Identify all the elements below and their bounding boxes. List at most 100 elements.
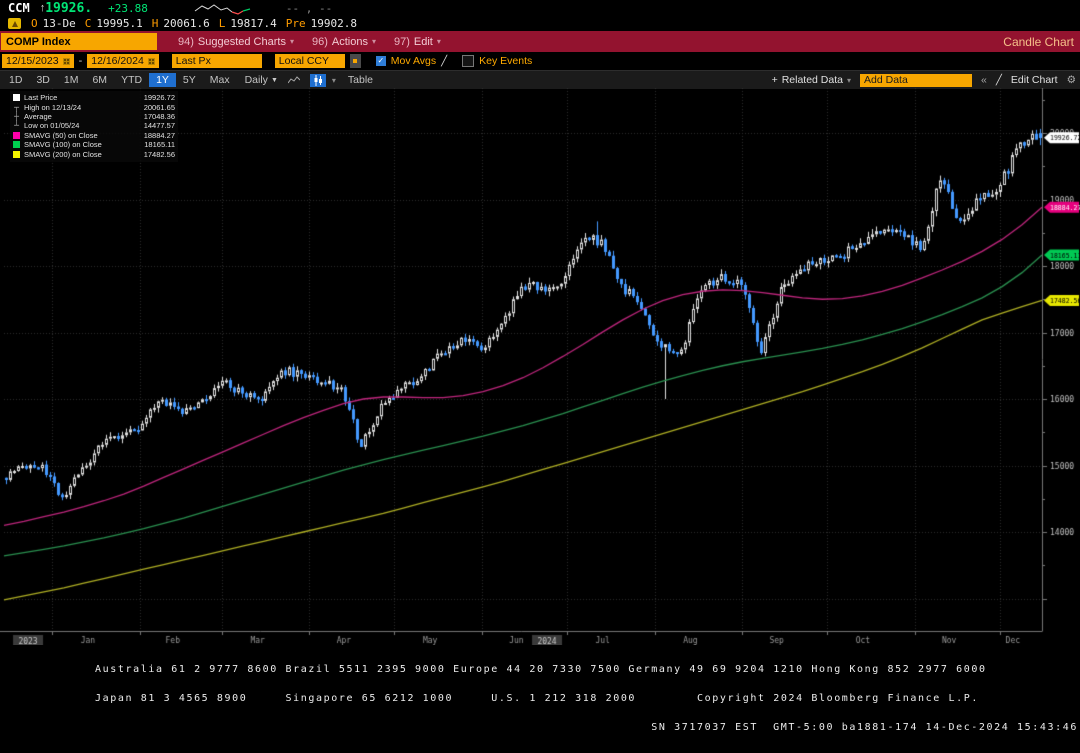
period-toolbar: 1D 3D 1M 6M YTD 1Y 5Y Max Daily ▼ ▾ Table + Rel… (0, 70, 1080, 89)
calendar-icon[interactable] (62, 57, 70, 65)
related-data-button[interactable]: + Related Data ▾ (772, 74, 851, 86)
ticker-symbol: CCM (8, 1, 30, 15)
legend-swatch-icon (13, 94, 20, 102)
legend-row: ┬ High on 12/13/24 20061.65 (13, 102, 175, 112)
line-chart-icon[interactable] (286, 74, 302, 87)
period-button-1m[interactable]: 1M (63, 74, 79, 86)
chart-type-label: Candle Chart (1003, 34, 1074, 49)
edit-mov-avgs-pencil-icon[interactable]: ╱ (441, 55, 448, 67)
frequency-value: Daily (244, 74, 268, 86)
last-price: 19926. (45, 0, 93, 16)
ohlc-tokens: O 13-De C 19995.1 H 20061.6 L 19817.4 Pre 19902.8 (31, 17, 361, 30)
chevron-down-icon: ▾ (289, 37, 294, 46)
chart-style-dropdown-icon[interactable]: ▾ (331, 75, 336, 85)
menu-bar: COMP Index 94) Suggested Charts ▾ 96) Action… (0, 31, 1080, 52)
collapse-icon[interactable]: « (981, 74, 987, 86)
menu-item-edit[interactable]: 97) Edit ▾ (394, 36, 441, 48)
date-to-value: 12/16/2024 (91, 55, 144, 67)
ohlc-value: 19995.1 (96, 17, 143, 30)
currency-value: Local CCY (278, 55, 329, 67)
key-events-checkbox[interactable] (462, 55, 475, 67)
legend-value: 17048.36 (143, 111, 175, 121)
legend-value: 19926.72 (143, 93, 175, 103)
edit-chart-pencil-icon[interactable]: ╱ (995, 74, 1002, 86)
footer-contact-line1: Australia 61 2 9777 8600 Brazil 5511 239… (95, 663, 987, 675)
add-data-input[interactable]: Add Data (860, 73, 973, 87)
chart-area: Last Price 19926.72 ┬ High on 12/13/24 20061… (0, 88, 1080, 645)
menu-item-number: 96) (311, 35, 328, 48)
legend-row: SMAVG (50) on Close 18884.27 (13, 131, 175, 140)
menu-item-suggested-charts[interactable]: 94) Suggested Charts ▾ (178, 36, 294, 48)
legend-row: Last Price 19926.72 (13, 93, 175, 102)
chevron-down-icon: ▼ (270, 76, 278, 84)
footer-contact-line2: Japan 81 3 4565 8900 Singapore 65 6212 1… (95, 692, 979, 704)
date-to-input[interactable]: 12/16/2024 (87, 54, 159, 68)
price-sparkline-icon (194, 3, 251, 15)
market-status-icon (8, 18, 21, 29)
price-change: +23.88 (108, 1, 148, 15)
gear-icon[interactable]: ⚙ (1066, 74, 1076, 86)
legend-row: ┼ Average 17048.36 (13, 112, 175, 121)
legend-row: SMAVG (200) on Close 17482.56 (13, 149, 175, 159)
currency-select[interactable]: Local CCY (274, 54, 345, 68)
frequency-select[interactable]: Daily ▼ (245, 74, 278, 86)
ohlc-value: 20061.6 (163, 17, 210, 30)
calendar-icon[interactable] (147, 57, 155, 65)
candle-chart-icon[interactable] (309, 73, 326, 87)
security-input[interactable]: COMP Index (1, 33, 157, 50)
bid-ask-placeholder: -- , -- (285, 1, 333, 15)
chevron-down-icon: ▾ (847, 75, 852, 85)
period-button-3d[interactable]: 3D (36, 74, 50, 86)
menu-item-number: 94) (178, 35, 194, 48)
period-button-1y[interactable]: 1Y (149, 73, 176, 87)
menu-items: 94) Suggested Charts ▾ 96) Actions ▾ 97) Edit ▾ (169, 36, 450, 48)
legend-marker-icon: ┬ (14, 102, 19, 112)
security-summary-row: CCM ↑ 19926. +23.88 -- , -- (0, 0, 1080, 16)
edit-chart-button[interactable]: Edit Chart (1010, 74, 1058, 86)
legend-value: 18884.27 (143, 130, 175, 140)
price-field-select[interactable]: Last Px (171, 54, 262, 68)
legend-swatch-icon (13, 150, 20, 158)
ohlc-label: O (31, 17, 38, 30)
mov-avgs-checkbox[interactable]: ✓ (375, 56, 386, 66)
date-from-value: 12/15/2023 (6, 55, 59, 67)
period-button-5y[interactable]: 5Y (182, 74, 196, 86)
date-from-input[interactable]: 12/15/2023 (2, 54, 74, 68)
period-button-6m[interactable]: 6M (92, 74, 108, 86)
mov-avgs-label: Mov Avgs (390, 55, 437, 67)
legend-label: SMAVG (50) on Close (24, 130, 98, 140)
ohlc-value: 19817.4 (230, 17, 277, 30)
table-button[interactable]: Table (347, 74, 373, 86)
ohlc-label: Pre (285, 17, 306, 30)
period-button-ytd[interactable]: YTD (121, 74, 143, 86)
toolbar-right: + Related Data ▾ Add Data « ╱ Edit Chart… (772, 73, 1080, 87)
legend-label: SMAVG (100) on Close (24, 140, 102, 150)
ohlc-label: L (218, 17, 226, 30)
currency-dropdown-icon[interactable] (349, 54, 361, 68)
legend-value: 20061.65 (143, 102, 175, 112)
legend-row: SMAVG (100) on Close 18165.11 (13, 140, 175, 149)
legend-marker-icon: ┼ (14, 111, 19, 121)
price-field-value: Last Px (175, 55, 211, 67)
menu-item-label: Actions (331, 35, 368, 48)
plus-icon: + (771, 74, 778, 86)
ohlc-label: H (151, 17, 159, 30)
candle-chart-canvas[interactable] (0, 88, 1080, 645)
menu-item-actions[interactable]: 96) Actions ▾ (312, 36, 376, 48)
legend-value: 14477.57 (143, 121, 175, 131)
legend-label: Average (24, 111, 52, 121)
ohlc-value: 13-De (42, 17, 76, 30)
legend-label: Last Price (24, 93, 58, 103)
price-up-arrow-icon: ↑ (39, 2, 46, 14)
menu-item-label: Edit (413, 35, 433, 48)
menu-item-label: Suggested Charts (197, 35, 286, 48)
period-button-max[interactable]: Max (209, 74, 230, 86)
menu-item-number: 97) (393, 35, 410, 48)
bloomberg-terminal-screen: CCM ↑ 19926. +23.88 -- , -- O 13-De C 19995… (0, 0, 1080, 733)
legend-label: SMAVG (200) on Close (24, 149, 102, 159)
chart-legend: Last Price 19926.72 ┬ High on 12/13/24 20061… (10, 91, 178, 162)
key-events-label: Key Events (479, 55, 533, 67)
legend-marker-icon: ┴ (14, 121, 19, 131)
period-button-1d[interactable]: 1D (9, 74, 23, 86)
legend-value: 18165.11 (144, 140, 175, 150)
